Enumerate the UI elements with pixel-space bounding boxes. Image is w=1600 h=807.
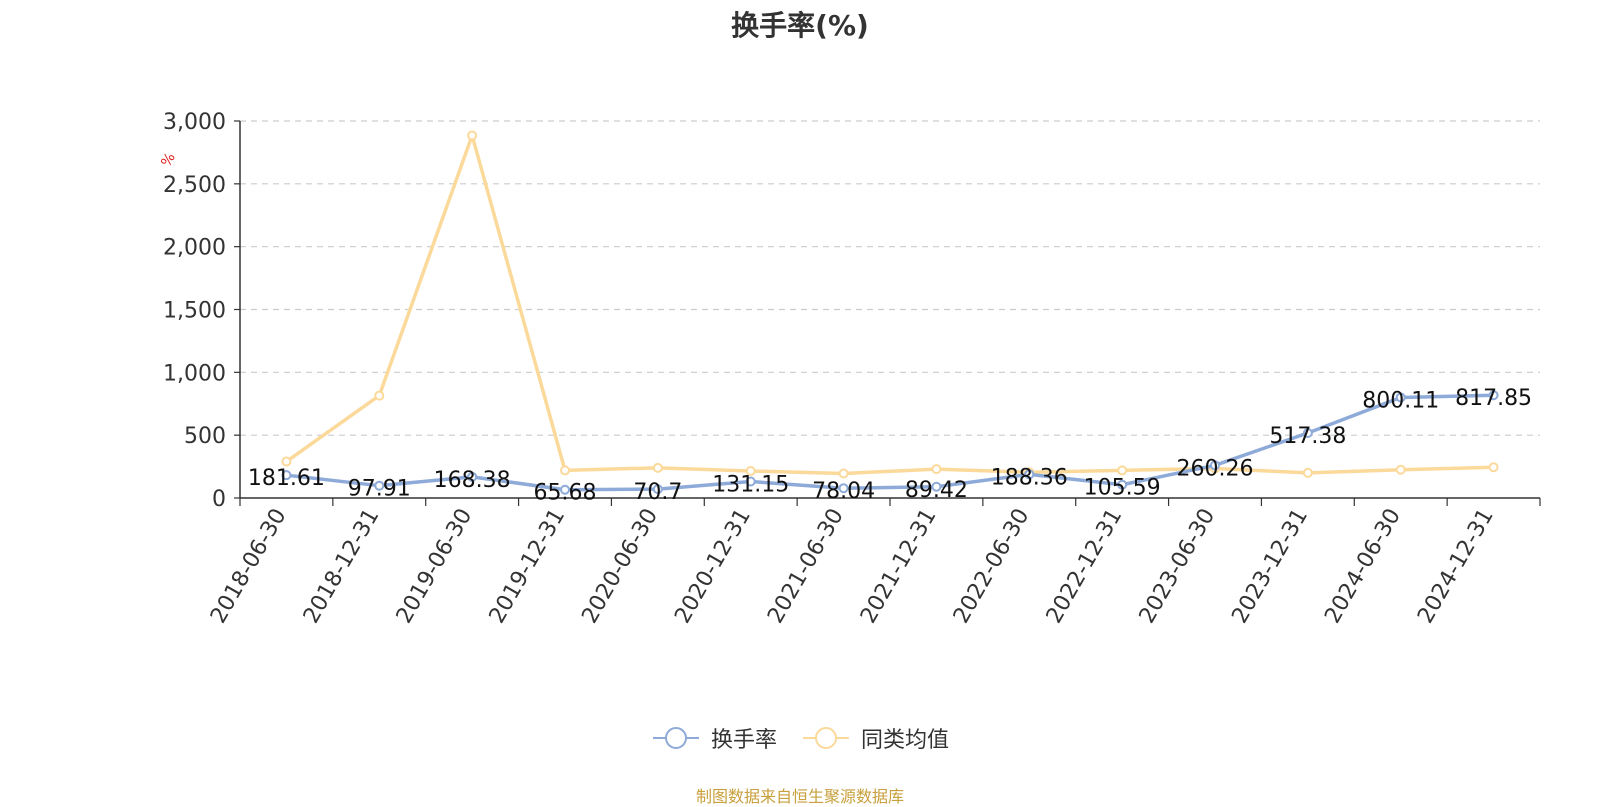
peer-average-point: [467, 130, 478, 141]
x-tick-label: 2024-12-31: [1413, 505, 1499, 628]
turnover-point: [1395, 392, 1406, 403]
legend-label-turnover: 换手率: [710, 728, 777, 753]
y-tick-label: 500: [184, 424, 226, 449]
data-label: 181.61: [248, 466, 325, 491]
turnover-point: [838, 483, 849, 494]
peer-average-point: [652, 462, 663, 473]
turnover-point: [467, 471, 478, 482]
peer-average-line: [285, 133, 1494, 476]
turnover-point: [560, 484, 570, 495]
x-tick-label: 2023-12-31: [1227, 505, 1313, 628]
data-label: 168.38: [434, 468, 511, 493]
y-tick-label: 2,500: [163, 173, 226, 198]
peer-average-point: [1488, 462, 1499, 473]
peer-average-point: [1395, 464, 1406, 475]
x-tick-label: 2024-06-30: [1320, 505, 1406, 628]
turnover-point: [1302, 427, 1313, 438]
data-label: 65.68: [534, 481, 597, 506]
peer-average-point: [745, 465, 756, 476]
x-tick-label: 2019-06-30: [392, 504, 478, 627]
peer-average-point: [931, 464, 942, 475]
x-tick-label: 2023-06-30: [1135, 505, 1221, 628]
legend-item-peer-average[interactable]: 同类均值: [801, 722, 949, 754]
x-tick-label: 2022-12-31: [1042, 505, 1128, 628]
legend-label-peer-average: 同类均值: [861, 728, 950, 753]
turnover-point: [745, 476, 756, 487]
x-tick-label: 2022-06-30: [949, 505, 1035, 628]
turnover-line: [286, 393, 1494, 492]
data-label: 89.42: [905, 478, 968, 503]
x-tick-label: 2018-06-30: [206, 505, 292, 628]
data-label: 817.85: [1455, 386, 1532, 411]
chart-title: 换手率(%): [731, 9, 869, 42]
data-label: 800.11: [1362, 388, 1439, 413]
peer-average-point: [1302, 467, 1313, 478]
turnover-point: [1210, 460, 1220, 471]
x-tick-label: 2019-12-31: [485, 505, 571, 628]
legend: 换手率 同类均值: [0, 722, 1600, 754]
data-label: 260.26: [1177, 456, 1254, 481]
data-label: 517.38: [1269, 424, 1346, 449]
legend-marker-turnover: [652, 727, 699, 749]
peer-average-point: [281, 456, 292, 467]
x-tick-label: 2021-12-31: [856, 505, 942, 628]
y-tick-label: 1,000: [163, 361, 226, 386]
y-tick-label: 3,000: [163, 110, 226, 135]
x-tick-label: 2018-12-31: [299, 505, 385, 628]
legend-item-turnover[interactable]: 换手率: [651, 722, 777, 754]
turnover-point: [652, 484, 663, 495]
turnover-point: [1488, 390, 1499, 401]
turnover-point: [931, 481, 942, 492]
legend-marker-peer-average: [803, 727, 849, 749]
turnover-point: [1024, 469, 1035, 480]
data-label: 70.7: [633, 480, 682, 505]
data-label: 188.36: [991, 465, 1068, 490]
y-tick-label: 1,500: [163, 299, 226, 324]
turnover-point: [374, 480, 385, 491]
peer-average-point: [1117, 465, 1128, 476]
x-tick-label: 2020-06-30: [577, 505, 663, 628]
data-label: 97.91: [348, 477, 411, 502]
data-source-note: 制图数据来自恒生聚源数据库: [695, 787, 904, 806]
turnover-point: [281, 470, 292, 481]
turnover-point: [1117, 479, 1128, 490]
data-label: 131.15: [712, 473, 789, 498]
y-tick-label: 2,000: [163, 236, 226, 261]
x-tick-label: 2021-06-30: [763, 505, 849, 628]
peer-average-point: [560, 465, 570, 476]
x-tick-label: 2020-12-31: [670, 505, 756, 628]
peer-average-point: [838, 468, 849, 479]
data-label: 105.59: [1084, 476, 1161, 501]
peer-average-point: [374, 390, 385, 401]
data-label: 78.04: [812, 479, 875, 504]
y-tick-label: 0: [212, 487, 226, 512]
